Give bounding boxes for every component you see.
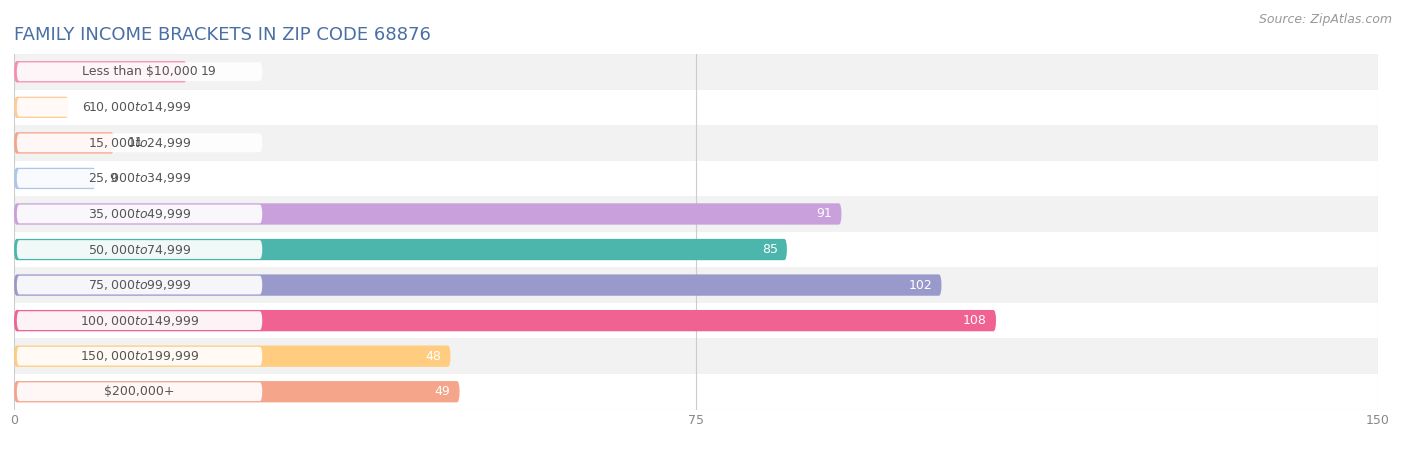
FancyBboxPatch shape bbox=[17, 240, 263, 259]
Text: 49: 49 bbox=[434, 385, 450, 398]
Bar bbox=[14, 303, 1378, 338]
FancyBboxPatch shape bbox=[14, 132, 114, 153]
FancyBboxPatch shape bbox=[14, 381, 460, 402]
Text: 102: 102 bbox=[908, 279, 932, 292]
Text: $35,000 to $49,999: $35,000 to $49,999 bbox=[87, 207, 191, 221]
Bar bbox=[14, 267, 1378, 303]
Text: 48: 48 bbox=[426, 350, 441, 363]
Text: $10,000 to $14,999: $10,000 to $14,999 bbox=[87, 100, 191, 114]
Text: $25,000 to $34,999: $25,000 to $34,999 bbox=[87, 171, 191, 185]
FancyBboxPatch shape bbox=[17, 311, 263, 330]
FancyBboxPatch shape bbox=[17, 134, 263, 152]
FancyBboxPatch shape bbox=[14, 61, 187, 82]
FancyBboxPatch shape bbox=[14, 346, 450, 367]
FancyBboxPatch shape bbox=[17, 382, 263, 401]
Bar bbox=[14, 161, 1378, 196]
FancyBboxPatch shape bbox=[17, 205, 263, 223]
FancyBboxPatch shape bbox=[14, 239, 787, 260]
FancyBboxPatch shape bbox=[17, 276, 263, 294]
FancyBboxPatch shape bbox=[14, 168, 96, 189]
FancyBboxPatch shape bbox=[17, 98, 263, 117]
Text: 108: 108 bbox=[963, 314, 987, 327]
Text: 9: 9 bbox=[110, 172, 118, 185]
FancyBboxPatch shape bbox=[14, 97, 69, 118]
Text: $75,000 to $99,999: $75,000 to $99,999 bbox=[87, 278, 191, 292]
Text: 91: 91 bbox=[817, 207, 832, 220]
Text: 11: 11 bbox=[128, 136, 143, 149]
Text: FAMILY INCOME BRACKETS IN ZIP CODE 68876: FAMILY INCOME BRACKETS IN ZIP CODE 68876 bbox=[14, 26, 430, 44]
Text: 19: 19 bbox=[201, 65, 217, 78]
Bar bbox=[14, 125, 1378, 161]
Bar bbox=[14, 196, 1378, 232]
Text: 85: 85 bbox=[762, 243, 778, 256]
Text: $200,000+: $200,000+ bbox=[104, 385, 174, 398]
FancyBboxPatch shape bbox=[17, 63, 263, 81]
FancyBboxPatch shape bbox=[17, 169, 263, 188]
Text: $100,000 to $149,999: $100,000 to $149,999 bbox=[80, 314, 200, 328]
FancyBboxPatch shape bbox=[14, 203, 841, 225]
Text: $150,000 to $199,999: $150,000 to $199,999 bbox=[80, 349, 200, 363]
FancyBboxPatch shape bbox=[14, 274, 942, 296]
Text: Less than $10,000: Less than $10,000 bbox=[82, 65, 197, 78]
Text: Source: ZipAtlas.com: Source: ZipAtlas.com bbox=[1258, 14, 1392, 27]
Text: 6: 6 bbox=[82, 101, 90, 114]
FancyBboxPatch shape bbox=[17, 347, 263, 365]
Bar bbox=[14, 232, 1378, 267]
Bar bbox=[14, 90, 1378, 125]
Text: $50,000 to $74,999: $50,000 to $74,999 bbox=[87, 243, 191, 256]
Text: $15,000 to $24,999: $15,000 to $24,999 bbox=[87, 136, 191, 150]
Bar bbox=[14, 54, 1378, 90]
Bar bbox=[14, 338, 1378, 374]
Bar bbox=[14, 374, 1378, 410]
FancyBboxPatch shape bbox=[14, 310, 995, 331]
